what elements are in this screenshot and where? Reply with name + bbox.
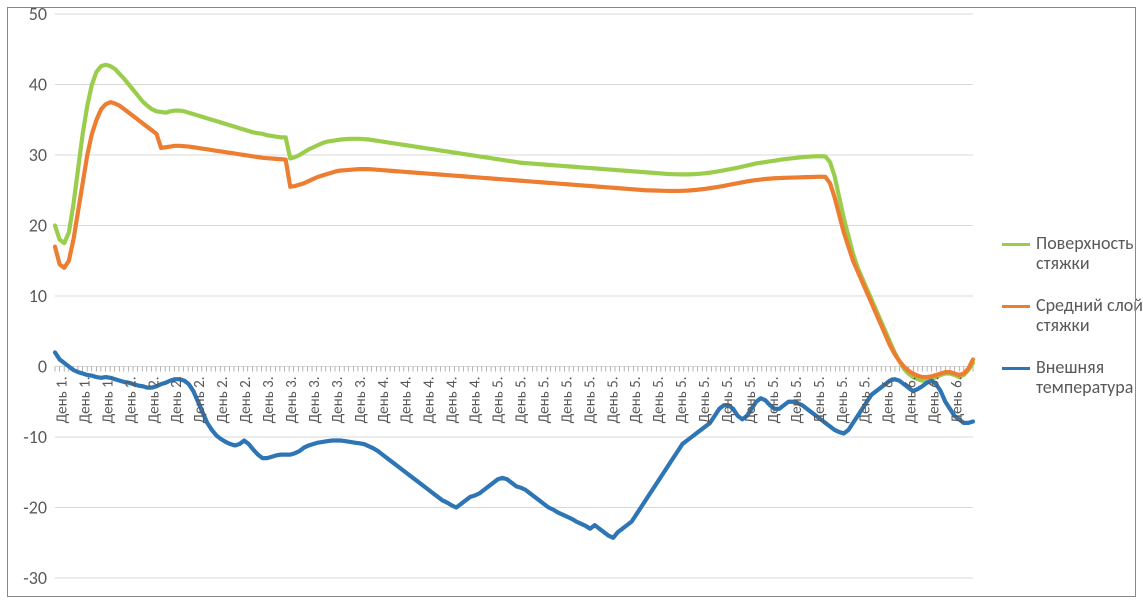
- chart-frame: -30-20-1001020304050День 1.День 1.День 1…: [0, 0, 1143, 604]
- outer-border: [7, 7, 1136, 597]
